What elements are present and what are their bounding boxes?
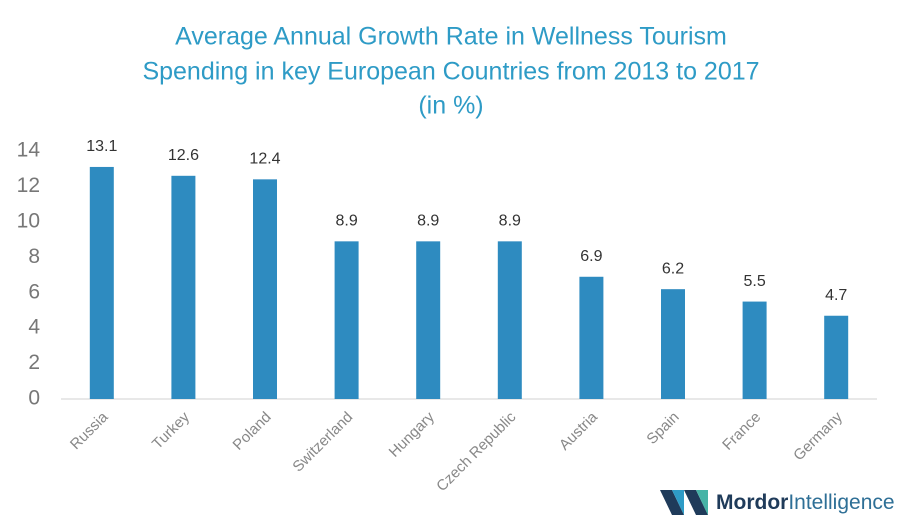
- bar: [742, 301, 767, 399]
- bar: [661, 289, 685, 399]
- y-tick-label: 14: [17, 139, 41, 162]
- x-tick-label: Czech Republic: [433, 408, 520, 495]
- logo-text: MordorIntelligence: [716, 491, 895, 514]
- data-label: 4.7: [825, 287, 847, 304]
- bar: [579, 276, 604, 399]
- logo-suffix: Intelligence: [788, 491, 894, 514]
- data-label: 6.2: [662, 260, 684, 277]
- bar: [171, 175, 196, 399]
- data-label: 12.4: [249, 151, 280, 168]
- bar: [253, 179, 277, 399]
- bar: [334, 241, 359, 399]
- y-tick-label: 8: [28, 245, 40, 268]
- x-tick-label: France: [719, 409, 764, 454]
- logo-icon: [660, 490, 708, 515]
- x-tick-label: Germany: [790, 408, 846, 464]
- y-tick-label: 6: [28, 280, 40, 303]
- data-label: 6.9: [580, 248, 602, 265]
- bar: [416, 241, 441, 399]
- chart-title: Average Annual Growth Rate in Wellness T…: [175, 23, 727, 51]
- data-label: 8.9: [335, 213, 357, 230]
- x-tick-label: Switzerland: [289, 409, 356, 476]
- y-tick-label: 10: [17, 209, 40, 232]
- data-label: 13.1: [86, 138, 117, 155]
- chart-title: (in %): [418, 92, 483, 120]
- bar: [89, 166, 114, 399]
- data-label: 8.9: [499, 213, 521, 230]
- x-tick-label: Hungary: [386, 408, 438, 460]
- logo-brand: Mordor: [716, 491, 788, 514]
- y-tick-label: 2: [28, 351, 40, 374]
- data-label: 12.6: [168, 147, 199, 164]
- x-tick-label: Russia: [67, 408, 112, 453]
- x-tick-label: Austria: [556, 408, 601, 453]
- bar: [497, 241, 522, 399]
- x-tick-label: Spain: [643, 409, 682, 448]
- y-tick-label: 12: [17, 174, 40, 197]
- data-label: 8.9: [417, 213, 439, 230]
- y-tick-label: 4: [28, 316, 40, 339]
- x-tick-label: Turkey: [149, 408, 193, 452]
- data-label: 5.5: [743, 273, 765, 290]
- bar: [824, 315, 849, 399]
- x-tick-label: Poland: [230, 409, 275, 454]
- chart-title: Spending in key European Countries from …: [142, 58, 759, 86]
- y-tick-label: 0: [28, 387, 40, 410]
